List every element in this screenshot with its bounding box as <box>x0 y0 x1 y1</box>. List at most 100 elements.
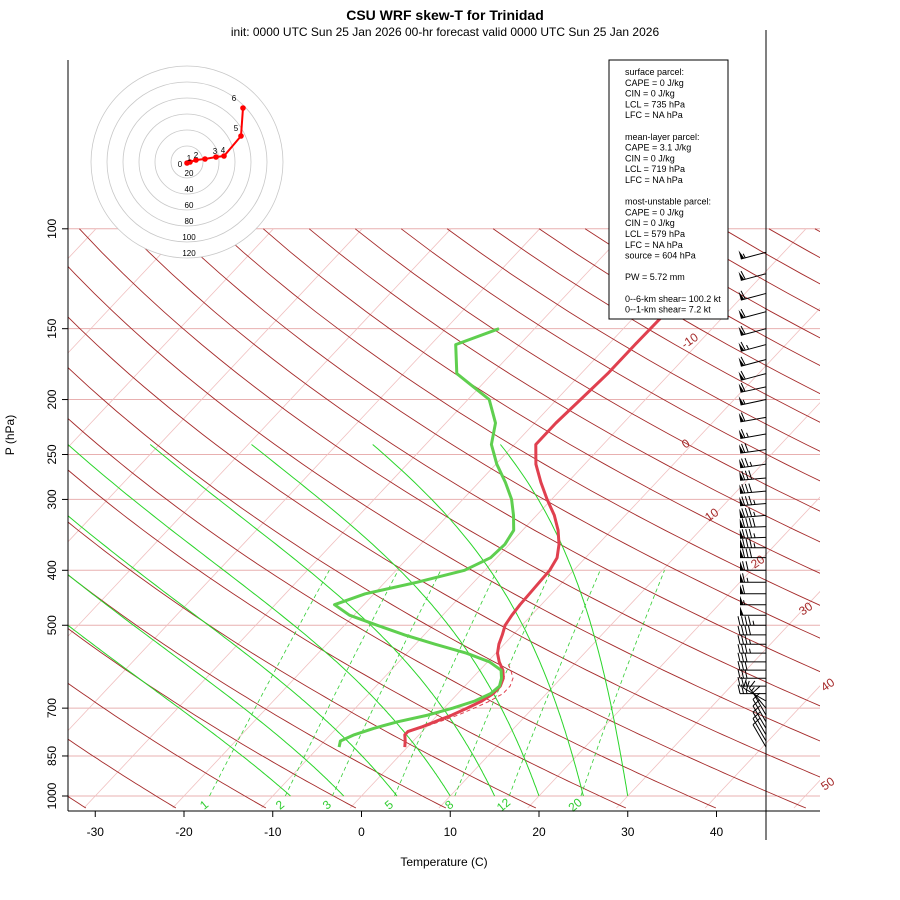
moist-adiabat <box>251 444 540 797</box>
barb-pennant <box>739 484 744 494</box>
barb-feather <box>744 625 748 636</box>
hodograph-ring <box>154 129 220 195</box>
info-line: CAPE = 0 J/kg <box>625 207 684 217</box>
barb-feather <box>741 669 744 679</box>
barb-feather <box>744 496 749 506</box>
barb-feather <box>737 652 741 662</box>
barb-pennant <box>738 309 745 319</box>
wind-barb <box>737 616 766 626</box>
y-tick-label: 300 <box>45 489 59 509</box>
wind-barb <box>738 325 767 336</box>
moist-adiabat <box>68 444 451 797</box>
sounding-profiles <box>333 251 719 748</box>
barb-half-feather <box>742 253 746 259</box>
barb-half-feather <box>753 543 756 548</box>
hodograph-point-label: 5 <box>234 124 239 133</box>
temperature-line <box>403 251 719 748</box>
barb-feather <box>740 356 746 366</box>
barb-pennant <box>738 271 745 281</box>
barb-pennant <box>738 250 745 260</box>
barb-pennant <box>738 396 744 405</box>
hodograph-point-label: 2 <box>194 151 199 160</box>
barb-feather <box>748 528 753 539</box>
barb-feather <box>748 625 751 636</box>
info-line: mean-layer parcel: <box>625 132 700 142</box>
barb-feather <box>741 616 744 626</box>
dry-adiabat <box>354 228 820 512</box>
barb-half-feather <box>749 639 751 645</box>
mixing-ratio-line <box>209 570 330 797</box>
barb-feather <box>740 428 746 438</box>
wind-barb <box>738 270 767 281</box>
hodograph-ring-label: 20 <box>185 169 194 178</box>
barb-feather <box>744 669 748 679</box>
barb-feather <box>740 341 746 351</box>
barb-feather <box>745 518 749 528</box>
barb-half-feather <box>749 461 753 467</box>
info-line: source = 604 hPa <box>625 251 696 261</box>
isotherm-line <box>172 228 718 809</box>
barb-half-feather <box>753 499 756 505</box>
barb-feather <box>748 518 753 528</box>
barb-pennant <box>739 496 744 506</box>
barb-feather <box>740 370 746 380</box>
barb-feather <box>737 625 741 636</box>
barb-feather <box>740 290 746 300</box>
wind-barb <box>737 635 766 645</box>
wind-barb <box>739 528 767 539</box>
y-tick-label: 100 <box>45 218 59 238</box>
barb-feather <box>744 443 749 453</box>
hodograph-ring-label: 40 <box>185 185 194 194</box>
info-line: LFC = NA hPa <box>625 110 683 120</box>
barb-pennant <box>740 606 744 616</box>
barb-pennant <box>739 529 744 539</box>
y-tick-label: 850 <box>45 746 59 766</box>
isotherm-line <box>261 228 807 809</box>
barb-pennant <box>740 595 744 605</box>
isotherm-line <box>68 228 452 637</box>
barb-feather <box>741 676 744 687</box>
wind-barb <box>752 685 767 716</box>
dry-adiabat <box>400 228 820 482</box>
wind-barb <box>739 470 767 481</box>
info-line: LFC = NA hPa <box>625 240 683 250</box>
info-line: CIN = 0 J/kg <box>625 153 675 163</box>
barb-feather <box>744 644 748 654</box>
barb-feather <box>744 661 748 671</box>
barb-feather <box>744 507 749 518</box>
moist-adiabat <box>500 444 629 797</box>
barb-half-feather <box>746 344 750 350</box>
isotherm-line <box>68 228 185 354</box>
isotherm-line <box>616 590 820 809</box>
barb-half-feather <box>746 432 749 438</box>
barb-pennant <box>740 584 744 594</box>
dry-adiabat <box>170 228 820 639</box>
barb-pennant <box>738 342 745 352</box>
y-tick-label: 400 <box>45 560 59 580</box>
barb-half-feather <box>745 681 748 687</box>
barb-feather <box>741 661 744 671</box>
parcel-trace <box>420 661 514 729</box>
barb-staff <box>752 692 767 716</box>
barb-feather <box>742 573 746 583</box>
x-tick-label: 30 <box>621 825 635 839</box>
mixing-ratio-line <box>331 570 442 797</box>
info-line: LCL = 719 hPa <box>625 164 685 174</box>
dry-adiabat <box>68 574 447 809</box>
barb-feather <box>745 538 749 548</box>
barb-feather <box>748 470 753 480</box>
barb-feather <box>741 518 746 528</box>
wind-barb <box>738 290 767 301</box>
barb-feather <box>741 443 746 453</box>
barb-staff <box>752 699 767 723</box>
dry-adiabat <box>68 521 537 809</box>
wind-barb <box>748 680 767 709</box>
mixing-ratio-line <box>508 570 601 797</box>
hodograph-ring <box>170 145 204 179</box>
info-line: CIN = 0 J/kg <box>625 89 675 99</box>
hodograph-point-label: 3 <box>213 147 218 156</box>
hodograph-ring-label: 80 <box>185 217 194 226</box>
dry-adiabat <box>79 228 820 707</box>
x-tick-label: -10 <box>264 825 282 839</box>
